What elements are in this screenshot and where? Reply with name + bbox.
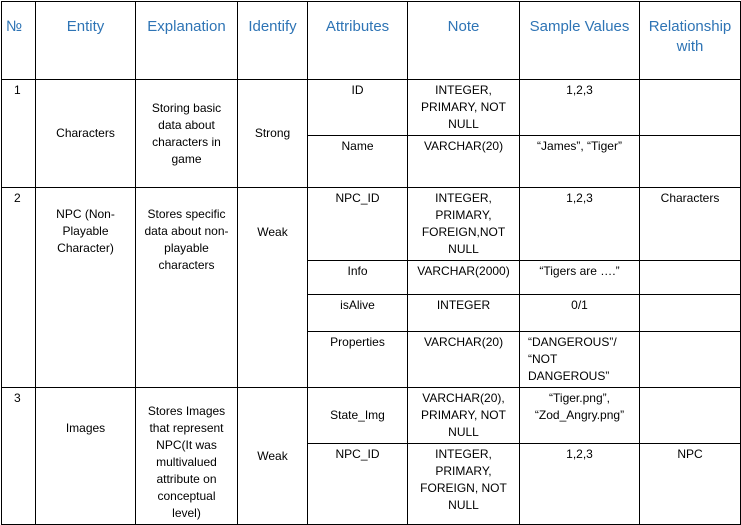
entity-number: 3 — [1, 387, 36, 525]
relationship-cell — [639, 386, 741, 445]
relationship-cell — [639, 294, 741, 332]
sample-cell: “DANGEROUS”/ “NOT DANGEROUS” — [519, 331, 640, 388]
relationship-cell — [639, 79, 741, 136]
entity-name: Images — [35, 387, 136, 525]
header-entity: Entity — [35, 1, 136, 80]
attribute-cell: Properties — [307, 331, 408, 388]
header-relationship: Relationship with — [639, 1, 741, 80]
table-row: isAlive INTEGER 0/1 — [2, 294, 741, 332]
entity-name: Characters — [35, 79, 136, 188]
entity-number: 2 — [1, 187, 36, 388]
attribute-cell: Name — [307, 135, 408, 188]
note-cell: VARCHAR(20), PRIMARY, NOT NULL — [407, 386, 520, 445]
table-row: Properties VARCHAR(20) “DANGEROUS”/ “NOT… — [2, 331, 741, 388]
sample-cell: “James”, “Tiger” — [519, 135, 640, 188]
relationship-cell — [639, 331, 741, 388]
relationship-cell: NPC — [639, 443, 741, 525]
table-row: 3 Images Stores Images that represent NP… — [1, 386, 741, 525]
attribute-cell: isAlive — [307, 294, 408, 332]
note-cell: INTEGER — [407, 294, 520, 332]
header-note: Note — [407, 1, 520, 80]
table-row: 1 Characters Storing basic data about ch… — [1, 79, 741, 188]
attribute-cell: NPC_ID — [307, 443, 408, 525]
sample-cell: “Tiger.png”, “Zod_Angry.png” — [519, 386, 640, 445]
table-row: Name VARCHAR(20) “James”, “Tiger” — [2, 135, 741, 188]
entity-explanation: Stores specific data about non-playable … — [135, 187, 238, 388]
table-row: Info VARCHAR(2000) “Tigers are ….” — [2, 260, 741, 295]
note-cell: INTEGER, PRIMARY, FOREIGN, NOT NULL — [407, 443, 520, 525]
header-attributes: Attributes — [307, 1, 408, 80]
entity-explanation: Stores Images that represent NPC(It was … — [135, 387, 238, 525]
relationship-cell — [639, 260, 741, 295]
header-identify: Identify — [237, 1, 308, 80]
entity-identify: Weak — [237, 387, 308, 525]
attribute-cell: ID — [307, 79, 408, 136]
note-cell: VARCHAR(2000) — [407, 260, 520, 295]
note-cell: INTEGER, PRIMARY, FOREIGN,NOT NULL — [407, 187, 520, 261]
attribute-cell: State_Img — [307, 386, 408, 445]
attribute-cell: Info — [307, 260, 408, 295]
sample-cell: 0/1 — [519, 294, 640, 332]
entity-explanation: Storing basic data about characters in g… — [135, 79, 238, 188]
header-explanation: Explanation — [135, 1, 238, 80]
entity-name: NPC (Non-Playable Character) — [35, 187, 136, 388]
relationship-cell — [639, 135, 741, 188]
header-row: № Entity Explanation Identify Attributes… — [1, 1, 741, 80]
note-cell: INTEGER, PRIMARY, NOT NULL — [407, 79, 520, 136]
header-sample-values: Sample Values — [519, 1, 640, 80]
header-number: № — [1, 1, 36, 80]
note-cell: VARCHAR(20) — [407, 331, 520, 388]
relationship-cell: Characters — [639, 187, 741, 261]
entity-identify: Weak — [237, 187, 308, 388]
note-cell: VARCHAR(20) — [407, 135, 520, 188]
sample-cell: 1,2,3 — [519, 187, 640, 261]
sample-cell: 1,2,3 — [519, 79, 640, 136]
sample-cell: 1,2,3 — [519, 443, 640, 525]
attribute-cell: NPC_ID — [307, 187, 408, 261]
entity-identify: Strong — [237, 79, 308, 188]
sample-cell: “Tigers are ….” — [519, 260, 640, 295]
table-row: 2 NPC (Non-Playable Character) Stores sp… — [1, 187, 741, 388]
entity-number: 1 — [1, 79, 36, 188]
